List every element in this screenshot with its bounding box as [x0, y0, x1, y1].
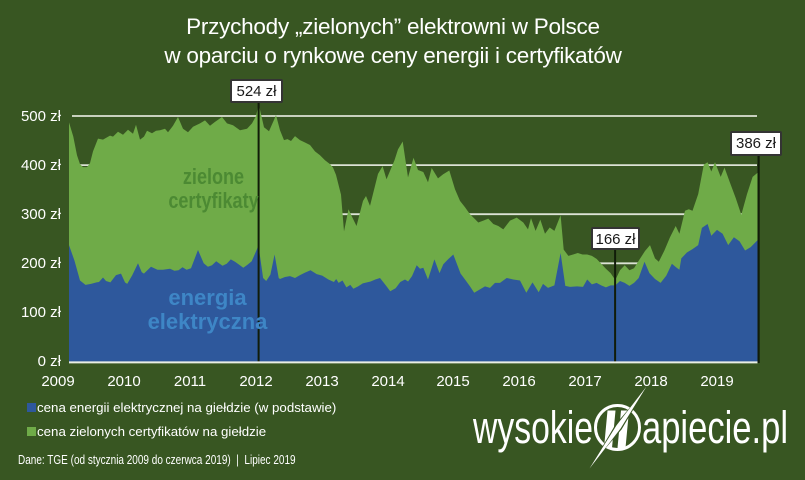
svg-text:wysokie: wysokie [472, 402, 593, 453]
svg-text:apiecie.pl: apiecie.pl [642, 402, 788, 453]
